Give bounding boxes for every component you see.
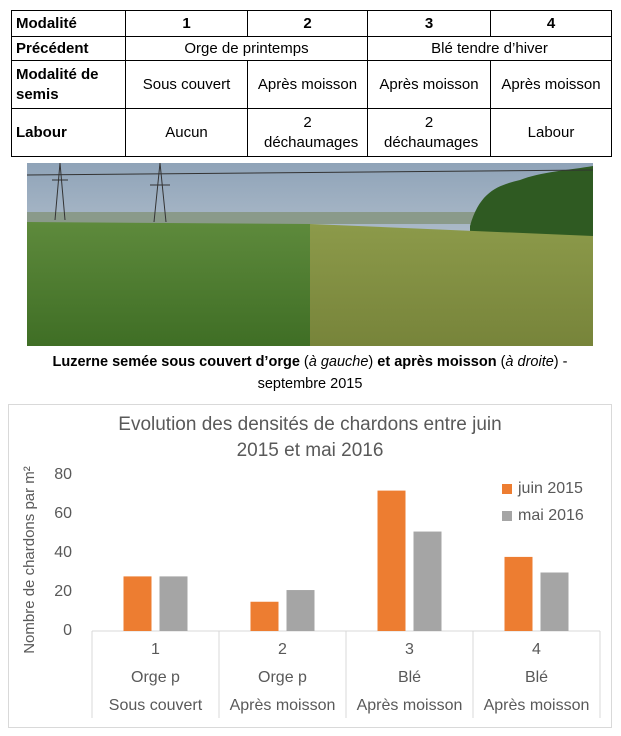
photo <box>26 162 594 346</box>
x-tick-label: 2 <box>278 641 287 658</box>
caption-part: ) - <box>554 354 568 370</box>
chart-title: Evolution des densités de chardons entre… <box>118 414 501 435</box>
y-tick-label: 80 <box>54 466 72 483</box>
x-tick-label: Après moisson <box>230 697 336 714</box>
table-cell: Après moisson <box>490 60 612 109</box>
caption-part: ( <box>300 354 309 370</box>
chart-frame <box>8 404 612 728</box>
bar <box>377 490 406 631</box>
bar <box>413 531 442 631</box>
info-table: Modalité 1 2 3 4 Précédent Orge de print… <box>11 10 612 157</box>
x-tick-label: Orge p <box>258 669 307 686</box>
caption-line: septembre 2015 <box>258 376 363 392</box>
x-tick-label: Blé <box>525 669 548 686</box>
bar <box>250 601 279 631</box>
x-tick-label: Après moisson <box>484 697 590 714</box>
y-tick-label: 60 <box>54 505 72 522</box>
table-cell: 2 déchaumages <box>247 108 368 157</box>
bar <box>159 576 188 631</box>
table-cell: Sous couvert <box>125 60 248 109</box>
table-cell: Orge de printemps <box>125 36 368 61</box>
table-cell: Labour <box>11 108 126 157</box>
table-cell: 1 <box>125 10 248 37</box>
bar <box>504 556 533 631</box>
bar <box>123 576 152 631</box>
x-tick-label: Orge p <box>131 669 180 686</box>
legend-label: mai 2016 <box>518 507 584 524</box>
table-cell: 2 <box>247 10 368 37</box>
bar <box>286 590 315 631</box>
table-cell: Aucun <box>125 108 248 157</box>
table-cell: Précédent <box>11 36 126 61</box>
legend-label: juin 2015 <box>517 480 583 497</box>
caption-part: Luzerne semée sous couvert d’orge <box>53 354 300 370</box>
y-tick-label: 40 <box>54 544 72 561</box>
table-cell: 2 déchaumages <box>367 108 491 157</box>
table-cell: Modalité de semis <box>11 60 126 109</box>
x-tick-label: 3 <box>405 641 414 658</box>
y-tick-label: 0 <box>63 622 72 639</box>
x-tick-label: 4 <box>532 641 541 658</box>
caption-part: et après moisson <box>373 354 496 370</box>
table-cell: Après moisson <box>367 60 491 109</box>
x-tick-label: Après moisson <box>357 697 463 714</box>
x-tick-label: Blé <box>398 669 421 686</box>
caption-part: ( <box>497 354 506 370</box>
table-cell: Après moisson <box>247 60 368 109</box>
caption: Luzerne semée sous couvert d’orge (à gau… <box>53 354 568 370</box>
table-cell: Blé tendre d’hiver <box>367 36 612 61</box>
caption-part: à droite <box>505 354 553 370</box>
y-axis-label: Nombre de chardons par m² <box>21 466 38 654</box>
table-cell: 4 <box>490 10 612 37</box>
chart-title: 2015 et mai 2016 <box>237 440 384 461</box>
legend-swatch <box>502 511 512 521</box>
caption-part: à gauche <box>309 354 369 370</box>
table-cell: Modalité <box>11 10 126 37</box>
bar <box>540 572 569 631</box>
x-tick-label: Sous couvert <box>109 697 203 714</box>
caption-part: ) <box>368 354 373 370</box>
table-cell: 3 <box>367 10 491 37</box>
table-cell: Labour <box>490 108 612 157</box>
y-tick-label: 20 <box>54 583 72 600</box>
x-tick-label: 1 <box>151 641 160 658</box>
legend-swatch <box>502 484 512 494</box>
